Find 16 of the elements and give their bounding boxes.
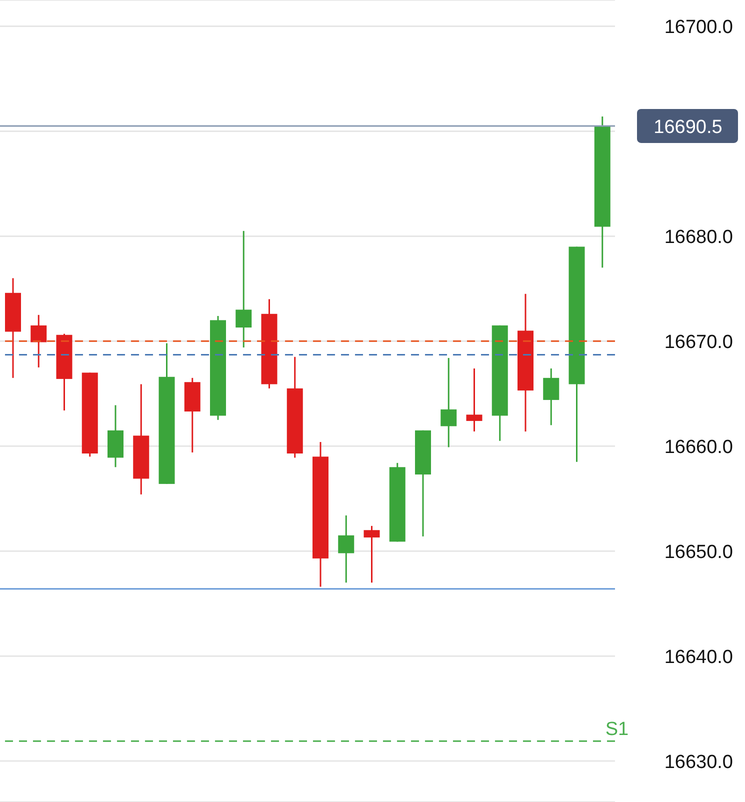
candlestick bbox=[30, 314, 47, 368]
ref-line-label: S1 bbox=[605, 719, 629, 740]
candlestick bbox=[466, 368, 482, 432]
ref-line-label: 16690.5 bbox=[654, 116, 722, 138]
candlestick bbox=[338, 514, 354, 584]
y-tick-label: 16680.0 bbox=[664, 227, 733, 248]
candlestick bbox=[440, 357, 457, 448]
candlestick bbox=[543, 368, 560, 426]
y-tick-label: 16630.0 bbox=[664, 752, 733, 774]
candlestick bbox=[236, 230, 252, 348]
y-tick-label: 16700.0 bbox=[664, 17, 733, 38]
candlestick bbox=[364, 525, 380, 584]
y-tick-label: 16660.0 bbox=[664, 437, 733, 458]
y-tick-label: 16670.0 bbox=[664, 332, 733, 354]
y-tick-label: 16650.0 bbox=[664, 542, 733, 564]
y-tick-label: 16640.0 bbox=[664, 647, 733, 668]
